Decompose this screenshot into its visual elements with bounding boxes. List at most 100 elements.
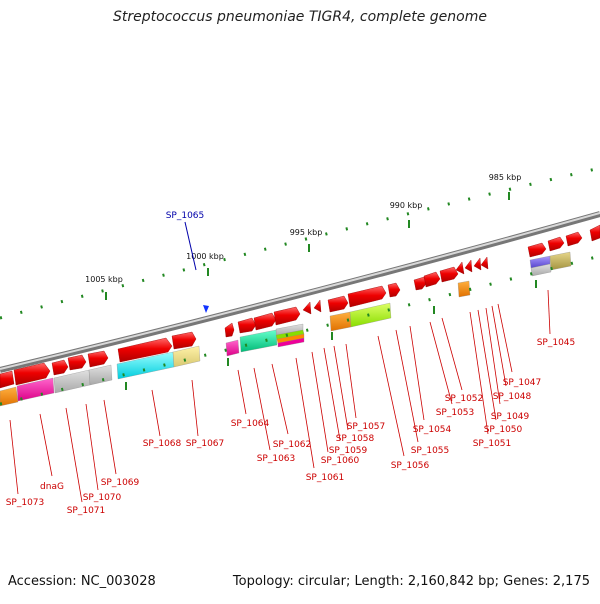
genome-summary: Topology: circular; Length: 2,160,842 bp… xyxy=(232,574,590,589)
gene-label-sp_1048[interactable]: SP_1048 xyxy=(493,392,532,402)
gene-label-sp_1060[interactable]: SP_1060 xyxy=(321,456,360,466)
gene-arrow xyxy=(423,271,441,288)
leader-line-sp_1055 xyxy=(395,329,419,443)
leader-line-sp_1061 xyxy=(295,357,315,469)
gene-label-sp_1068[interactable]: SP_1068 xyxy=(143,439,182,449)
leader-line-sp_1045 xyxy=(547,289,551,335)
ruler-label-995: 995 kbp xyxy=(290,228,323,237)
gene-arrow xyxy=(347,285,387,308)
leader-line-sp_1051 xyxy=(469,311,489,435)
gene-arrow xyxy=(51,359,69,376)
genome-backbone-highlight xyxy=(0,212,600,370)
gene-label-sp_1049[interactable]: SP_1049 xyxy=(491,412,530,422)
gene-label-sp_1062[interactable]: SP_1062 xyxy=(273,440,312,450)
category-box-magenta xyxy=(277,337,305,348)
gene-arrow xyxy=(87,350,109,368)
gene-arrow xyxy=(439,266,459,283)
gene-label-sp_1059[interactable]: SP_1059 xyxy=(329,446,368,456)
leader-line-sp_1073 xyxy=(9,419,19,495)
gene-label-sp_1067[interactable]: SP_1067 xyxy=(186,439,225,449)
gene-label-sp_1050[interactable]: SP_1050 xyxy=(484,425,523,435)
leader-line-sp_1060 xyxy=(311,351,329,453)
leader-line-sp_1063 xyxy=(253,367,271,451)
gene-label-sp_1058[interactable]: SP_1058 xyxy=(336,434,375,444)
category-boxes xyxy=(0,251,572,407)
ruler-label-985: 985 kbp xyxy=(489,173,522,182)
gene-arrow xyxy=(387,282,401,298)
accession-text: Accession: NC_003028 xyxy=(8,574,156,589)
leader-line-sp_1057 xyxy=(345,343,357,419)
leader-line-dnag xyxy=(39,413,53,477)
gene-arrow xyxy=(67,354,87,371)
gene-label-sp_1057[interactable]: SP_1057 xyxy=(347,422,386,432)
leader-line-sp_1071 xyxy=(65,407,83,503)
gene-arrow xyxy=(13,362,51,386)
leader-line-sp_1059 xyxy=(323,347,341,441)
gene-arrow xyxy=(527,242,547,258)
gene-arrow xyxy=(413,276,427,291)
gene-arrow xyxy=(565,231,583,247)
gene-label-sp_1071[interactable]: SP_1071 xyxy=(67,506,106,516)
gene-label-sp_1045[interactable]: SP_1045 xyxy=(537,338,576,348)
gene-label-sp_1054[interactable]: SP_1054 xyxy=(413,425,452,435)
category-box-khaki xyxy=(172,345,201,368)
gene-label-sp_1064[interactable]: SP_1064 xyxy=(231,419,270,429)
gene-label-sp_1073[interactable]: SP_1073 xyxy=(6,498,45,508)
category-box-grey xyxy=(88,364,113,386)
gene-arrows-red xyxy=(0,224,600,389)
gene-arrow xyxy=(327,295,349,313)
leader-line-sp_1053 xyxy=(429,321,453,405)
gene-arrow xyxy=(480,256,489,270)
gene-arrow xyxy=(224,322,235,338)
category-box-teal xyxy=(239,329,278,353)
leader-line-sp_1048 xyxy=(491,305,507,387)
gene-arrow xyxy=(455,261,465,275)
gene-label-sp_1061[interactable]: SP_1061 xyxy=(306,473,345,483)
gene-arrow xyxy=(0,370,15,389)
gene-label-sp_1070[interactable]: SP_1070 xyxy=(83,493,122,503)
gene-label-sp_1047[interactable]: SP_1047 xyxy=(503,378,542,388)
category-box-magenta xyxy=(225,339,240,357)
leader-line-sp_1058 xyxy=(333,345,349,431)
ruler-major-ticks xyxy=(105,192,510,300)
gene-arrow xyxy=(253,312,277,331)
gene-label-sp_1051[interactable]: SP_1051 xyxy=(473,439,512,449)
gene-arrow xyxy=(464,259,473,273)
gene-arrow xyxy=(273,306,301,326)
inner-major-ticks xyxy=(125,280,537,390)
leader-line-sp_1050 xyxy=(477,309,497,421)
gene-arrow xyxy=(473,257,482,271)
leader-line-sp_1070 xyxy=(85,403,99,491)
leader-line-sp_1069 xyxy=(103,399,117,475)
gene-label-sp_1055[interactable]: SP_1055 xyxy=(411,446,450,456)
gene-label-sp_1053[interactable]: SP_1053 xyxy=(436,408,475,418)
category-box-lime xyxy=(349,302,392,328)
label-leader-lines xyxy=(9,289,551,503)
gene-arrow xyxy=(117,337,173,363)
gene-label-sp_1069[interactable]: SP_1069 xyxy=(101,478,140,488)
gene-label-sp_1052[interactable]: SP_1052 xyxy=(445,394,484,404)
gene-arrow xyxy=(171,331,197,350)
gene-labels: SP_1073 dnaG SP_1071 SP_1070 SP_1069 SP_1068 S… xyxy=(6,338,576,516)
gene-label-dnag[interactable]: dnaG xyxy=(40,482,64,492)
leader-line-sp_1052 xyxy=(441,317,463,391)
category-box-orange xyxy=(457,280,471,298)
leader-line-sp_1062 xyxy=(271,363,289,435)
gene-arrow xyxy=(589,224,600,242)
category-box-magenta xyxy=(16,377,55,402)
gene-arrow xyxy=(547,236,565,252)
category-box-olive xyxy=(549,251,572,271)
category-box-orange xyxy=(0,386,19,407)
leader-line-sp_1054 xyxy=(409,325,425,421)
leader-line-sp_1068 xyxy=(151,389,161,437)
highlight-leader-line xyxy=(184,221,197,271)
gene-label-sp_1056[interactable]: SP_1056 xyxy=(391,461,430,471)
gene-arrow xyxy=(313,299,322,313)
gene-arrow xyxy=(302,301,312,315)
highlight-gene-arrow[interactable] xyxy=(203,305,209,313)
ruler-label-1005: 1005 kbp xyxy=(85,275,123,284)
gene-label-sp_1063[interactable]: SP_1063 xyxy=(257,454,296,464)
highlight-gene-label[interactable]: SP_1065 xyxy=(166,211,205,221)
